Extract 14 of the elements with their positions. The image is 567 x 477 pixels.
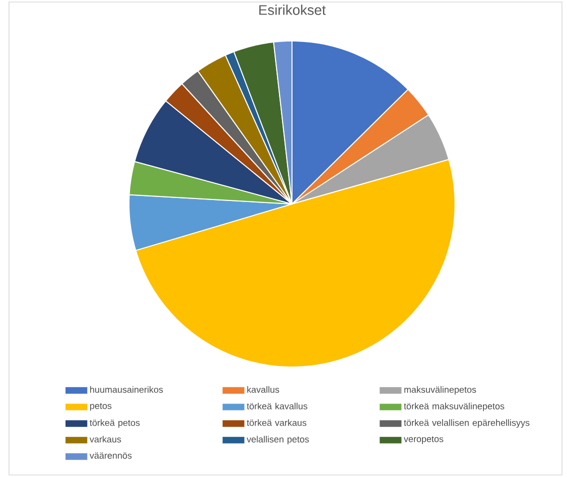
legend-label: väärennös bbox=[90, 452, 132, 459]
legend-label: maksuvälinepetos bbox=[404, 386, 476, 395]
legend-label: törkeä kavallus bbox=[246, 402, 308, 410]
legend-label: veropetos bbox=[404, 436, 444, 444]
legend-label: varkaus bbox=[90, 436, 122, 442]
legend-label: velallisen petos bbox=[246, 436, 309, 444]
legend-label: törkeä varkaus bbox=[246, 419, 306, 426]
legend-label: törkeä velallisen epärehellisyys bbox=[404, 419, 530, 428]
legend-label: törkeä maksuvälinepetos bbox=[404, 402, 504, 412]
legend-label: petos bbox=[90, 403, 112, 411]
chart-title: Esirikokset bbox=[259, 4, 326, 15]
legend-label: kavallus bbox=[247, 386, 280, 393]
legend-label: törkeä petos bbox=[90, 419, 140, 428]
legend-label: huumausainerikos bbox=[90, 386, 163, 393]
